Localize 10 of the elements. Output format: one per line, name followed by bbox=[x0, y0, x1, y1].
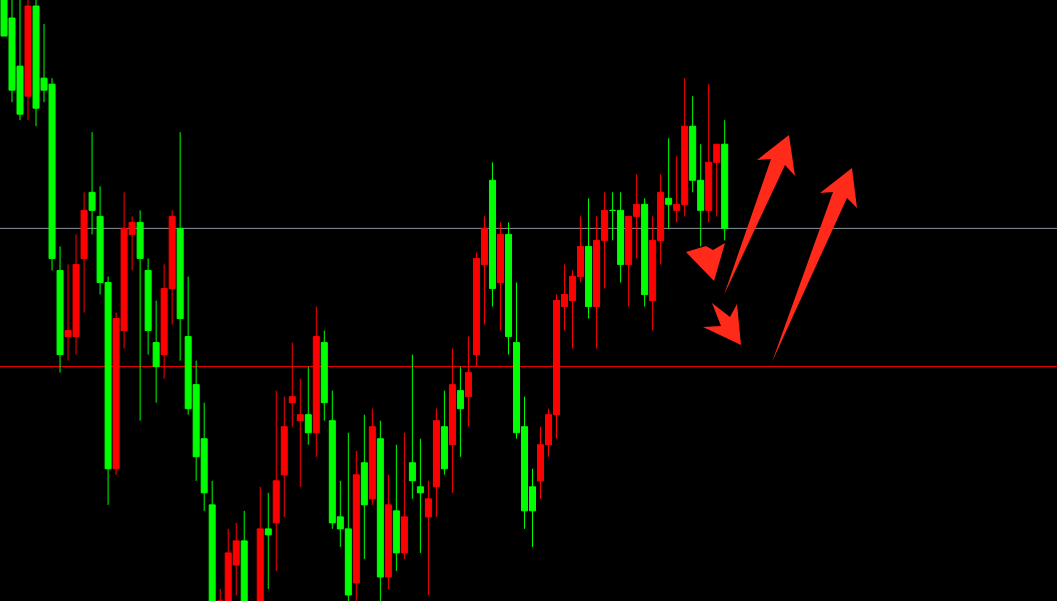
candlestick bbox=[264, 492, 272, 590]
candlestick bbox=[216, 588, 224, 601]
candlestick bbox=[456, 366, 464, 458]
candlestick bbox=[408, 354, 416, 500]
candlestick bbox=[416, 438, 424, 554]
candlestick bbox=[88, 131, 96, 235]
candlestick bbox=[296, 378, 304, 488]
candlestick bbox=[304, 366, 312, 446]
candlestick bbox=[424, 480, 432, 596]
candlestick bbox=[665, 137, 673, 229]
